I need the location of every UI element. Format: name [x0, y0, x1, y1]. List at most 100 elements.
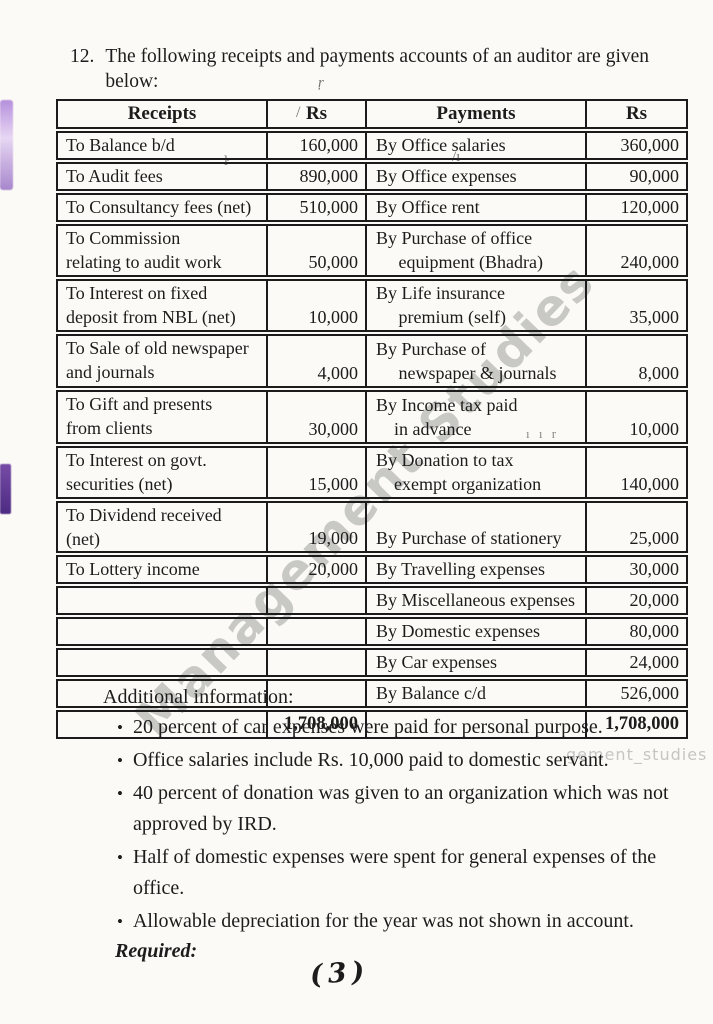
receipt-amount-cell — [266, 617, 365, 646]
table-row: By Domestic expenses 80,000 — [56, 617, 688, 646]
payment-amount-cell: 526,000 — [585, 679, 688, 708]
header-payments: Payments — [365, 99, 585, 129]
receipt-cell: To Interest on fixed deposit from NBL (n… — [56, 279, 266, 332]
header-receipts: Receipts — [56, 99, 266, 129]
table-row: To Dividend received (net) 19,000 By Purch… — [56, 501, 688, 553]
question-title: 12. The following receipts and payments … — [70, 44, 649, 94]
receipt-cell: To Audit fees — [56, 162, 266, 191]
payment-amount-cell: 10,000 — [585, 390, 688, 444]
bullet-item: • 40 percent of donation was given to an… — [117, 778, 701, 840]
additional-info-heading: Additional information: — [103, 686, 294, 708]
receipt-cell: To Lottery income — [56, 555, 266, 584]
payment-cell: By Purchase of newspaper & journals — [365, 334, 585, 388]
table-row: 1,708,000 1,708,000 — [56, 710, 688, 739]
receipt-amount-cell — [266, 679, 365, 708]
receipt-cell: To Gift and presents from clients — [56, 390, 266, 444]
table-row: To Balance b/d 160,000 By Office salaries 3… — [56, 131, 688, 160]
payment-cell: By Car expenses — [365, 648, 585, 677]
additional-info-section: Additional information: • 20 percent of … — [103, 684, 701, 963]
payment-cell: By Donation to tax exempt organization — [365, 446, 585, 499]
payment-amount-cell: 120,000 — [585, 193, 688, 222]
payment-amount-cell: 140,000 — [585, 446, 688, 499]
receipt-cell: To Interest on govt. securities (net) — [56, 446, 266, 499]
payment-cell: By Purchase of stationery — [365, 501, 585, 553]
receipt-cell — [56, 586, 266, 615]
payment-cell — [365, 710, 585, 739]
accounts-table-body: To Balance b/d 160,000 By Office salaries 3… — [56, 131, 688, 739]
receipt-amount-cell: 10,000 — [266, 279, 365, 332]
page-number: (3) — [308, 955, 371, 992]
table-row: To Sale of old newspaper and journals 4,0… — [56, 334, 688, 388]
receipt-cell: To Commission relating to audit work — [56, 224, 266, 277]
payment-amount-cell: 30,000 — [585, 555, 688, 584]
payment-cell: By Miscellaneous expenses — [365, 586, 585, 615]
table-row: To Lottery income 20,000 By Travelling exp… — [56, 555, 688, 584]
payment-amount-cell: 25,000 — [585, 501, 688, 553]
table-row: By Balance c/d 526,000 — [56, 679, 688, 708]
header-rs-left: Rs — [266, 99, 365, 129]
bullet-text: Office salaries include Rs. 10,000 paid … — [132, 749, 609, 771]
receipt-amount-cell: 160,000 — [266, 131, 365, 160]
payment-cell: By Income tax paid in advance — [365, 390, 585, 444]
question-text: The following receipts and payments acco… — [105, 46, 650, 92]
receipt-cell: To Balance b/d — [56, 131, 266, 160]
payment-amount-cell: 8,000 — [585, 334, 688, 388]
header-rs-right: Rs — [585, 99, 688, 129]
ink-artifact: / — [296, 104, 301, 121]
bullet-item: • Office salaries include Rs. 10,000 pai… — [117, 745, 701, 776]
payment-cell: By Balance c/d — [365, 679, 585, 708]
receipt-amount-cell: 30,000 — [266, 390, 365, 444]
payment-amount-cell: 80,000 — [585, 617, 688, 646]
receipt-amount-cell: 510,000 — [266, 193, 365, 222]
receipt-amount-cell: 50,000 — [266, 224, 365, 277]
payment-amount-cell: 240,000 — [585, 224, 688, 277]
payment-cell: By Office salaries — [365, 131, 585, 160]
bullet-text: Half of domestic expenses were spent for… — [132, 846, 657, 899]
payment-cell: By Office expenses — [365, 162, 585, 191]
purple-smudge-top — [0, 100, 13, 190]
receipt-amount-cell — [266, 648, 365, 677]
payment-cell: By Travelling expenses — [365, 555, 585, 584]
bullet-text: 20 percent of car expenses were paid for… — [132, 716, 603, 738]
payment-amount-cell: 24,000 — [585, 648, 688, 677]
ink-artifact: ŗ — [318, 75, 324, 91]
accounts-table: Receipts Rs Payments Rs To Balance b/d 16… — [56, 97, 688, 741]
bullet-icon: • — [117, 784, 123, 803]
bullet-icon: • — [117, 848, 123, 867]
table-header-row: Receipts Rs Payments Rs — [56, 99, 688, 129]
receipt-amount-cell — [266, 586, 365, 615]
bullet-item: • Allowable depreciation for the year wa… — [117, 906, 701, 937]
payment-amount-cell: 90,000 — [585, 162, 688, 191]
receipt-amount-cell: 15,000 — [266, 446, 365, 499]
receipt-cell — [56, 710, 266, 739]
receipt-amount-cell: 890,000 — [266, 162, 365, 191]
receipt-cell — [56, 679, 266, 708]
table-row: To Audit fees 890,000 By Office expenses 90… — [56, 162, 688, 191]
payment-cell: By Domestic expenses — [365, 617, 585, 646]
receipt-cell: To Dividend received (net) — [56, 501, 266, 553]
bullet-item: • Half of domestic expenses were spent f… — [117, 842, 701, 904]
table-row: By Car expenses 24,000 — [56, 648, 688, 677]
ink-artifact: /ı — [452, 149, 461, 165]
bullet-text: 40 percent of donation was given to an o… — [132, 782, 669, 835]
ink-artifact: ı ı r — [526, 426, 560, 441]
bullet-icon: • — [117, 912, 123, 931]
ink-artifact: ŀ — [224, 154, 229, 169]
receipt-cell — [56, 617, 266, 646]
receipt-cell — [56, 648, 266, 677]
bullet-item: • 20 percent of car expenses were paid f… — [117, 712, 701, 743]
bullet-icon: • — [117, 751, 123, 770]
payment-cell: By Purchase of office equipment (Bhadra) — [365, 224, 585, 277]
bullet-icon: • — [117, 718, 123, 737]
receipt-amount-cell: 19,000 — [266, 501, 365, 553]
purple-smudge-bottom — [0, 464, 11, 514]
required-label: Required: — [115, 940, 198, 962]
bullet-text: Allowable depreciation for the year was … — [132, 910, 634, 932]
payment-amount-cell: 35,000 — [585, 279, 688, 332]
payment-cell: By Life insurance premium (self) — [365, 279, 585, 332]
payment-amount-cell: 1,708,000 — [585, 710, 688, 739]
table-row: To Gift and presents from clients 30,000 B… — [56, 390, 688, 444]
payment-amount-cell: 20,000 — [585, 586, 688, 615]
payment-cell: By Office rent — [365, 193, 585, 222]
